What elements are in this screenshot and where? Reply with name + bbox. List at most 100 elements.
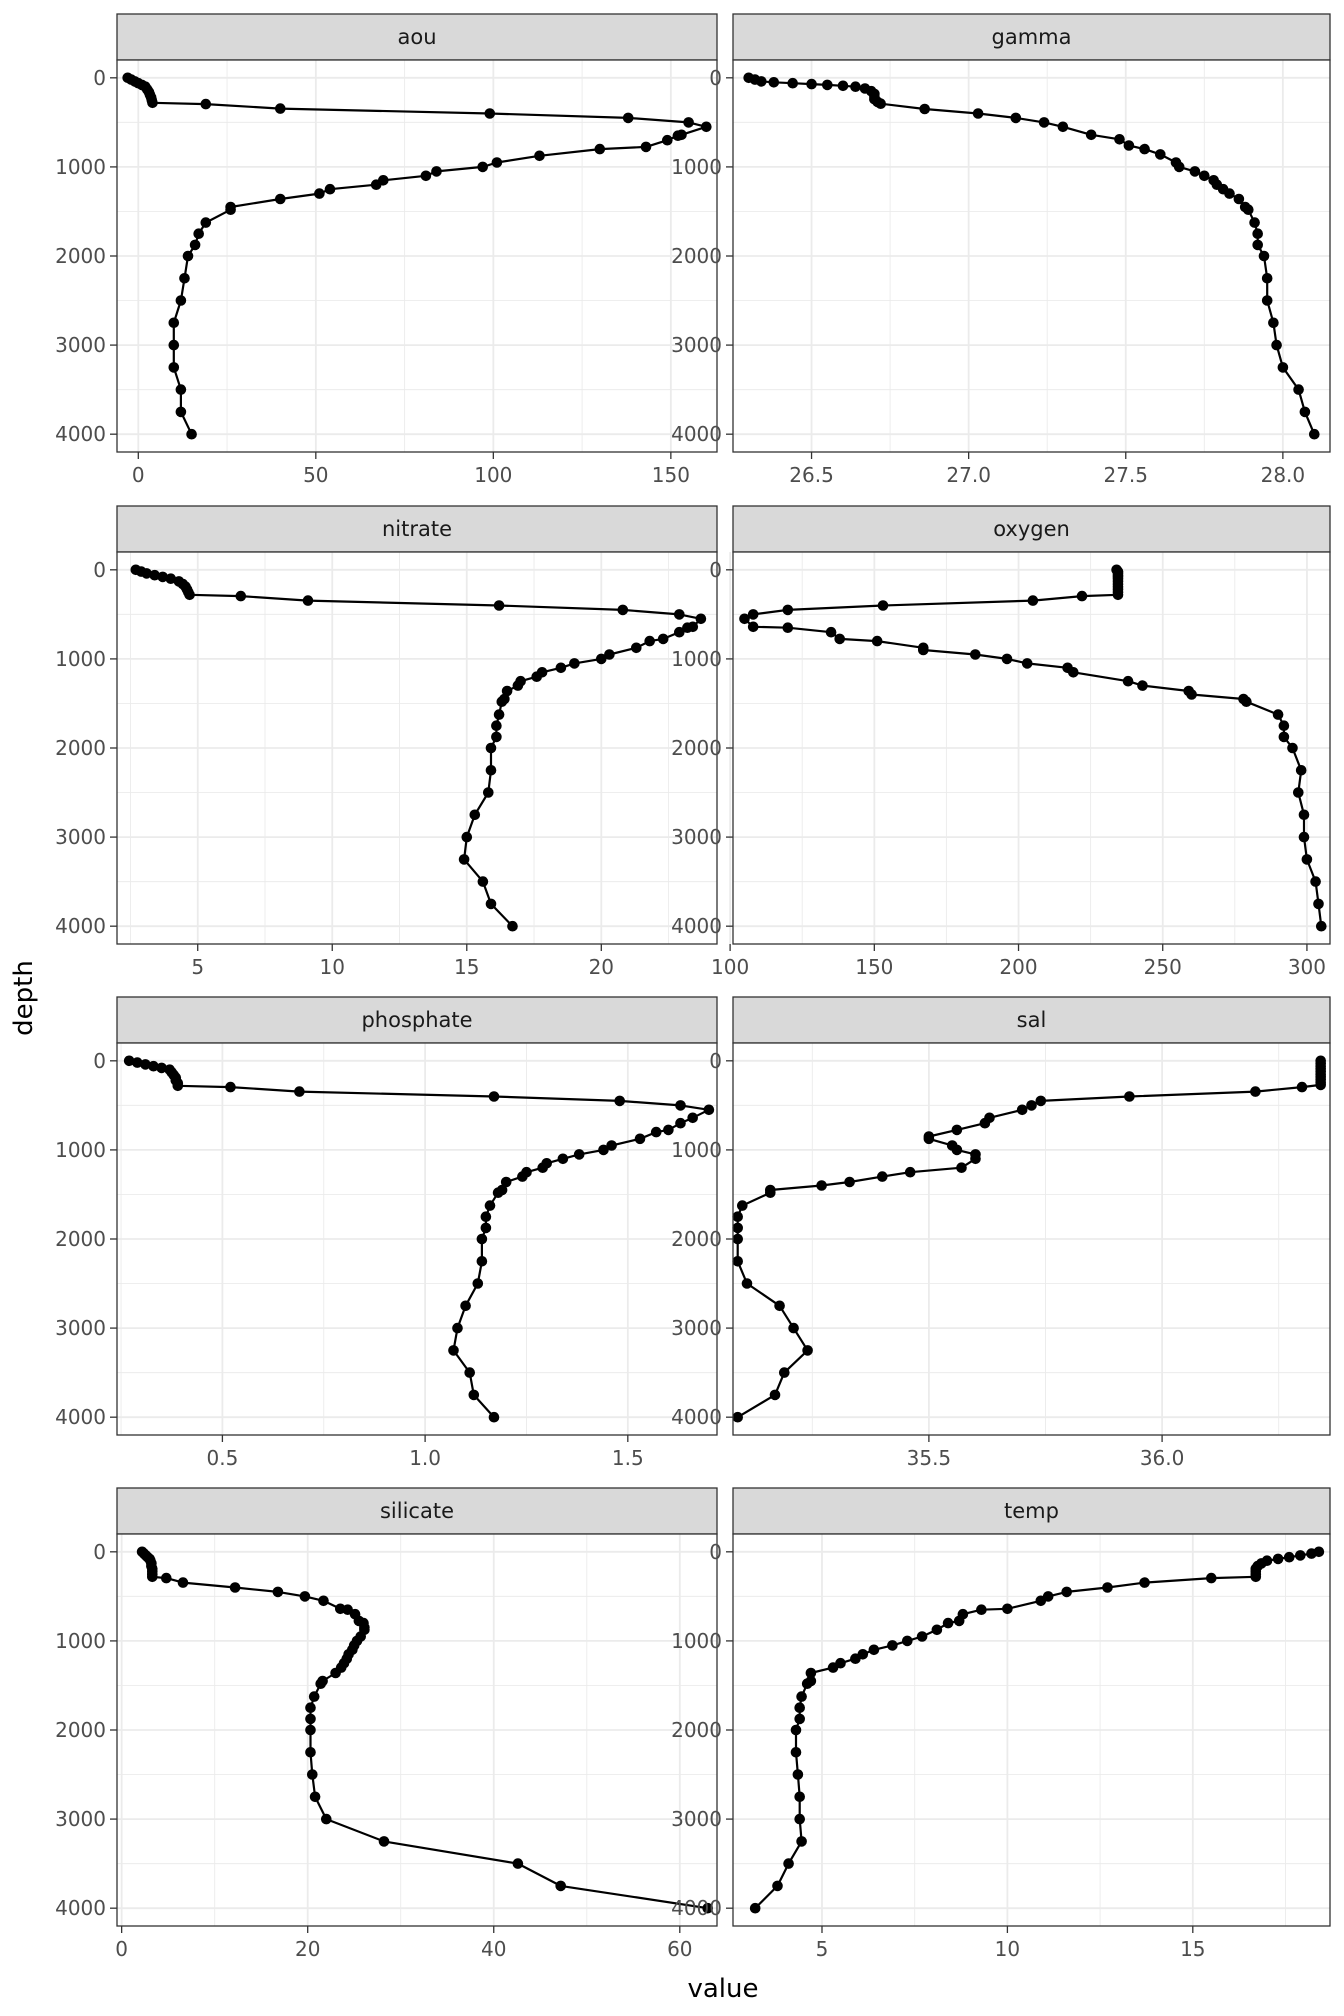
data-point [305, 1713, 316, 1725]
gridlines-sal [733, 1043, 1330, 1435]
y-tick-label: 3000 [55, 1807, 106, 1831]
data-point [796, 1691, 807, 1702]
y-tick-label: 2000 [671, 1227, 722, 1251]
data-point [844, 1176, 855, 1188]
data-point [534, 150, 545, 162]
data-point [783, 1858, 794, 1869]
data-point [161, 1572, 172, 1584]
data-point [877, 1171, 888, 1182]
x-tick-label: 150 [652, 463, 690, 487]
data-point [1085, 129, 1097, 141]
data-point [747, 621, 759, 633]
data-point [175, 406, 187, 418]
y-tick-label: 1000 [55, 155, 106, 179]
data-point [675, 1100, 686, 1111]
data-point [324, 183, 336, 195]
data-point [956, 1162, 967, 1173]
y-tick-label: 4000 [55, 422, 106, 446]
data-point [177, 1577, 189, 1588]
data-point [184, 589, 195, 601]
data-points-silicate [136, 1546, 713, 1914]
data-point [1026, 1100, 1037, 1111]
strip-nitrate [116, 505, 718, 553]
data-points-phosphate [123, 1055, 715, 1423]
x-tick-label: 5 [191, 955, 204, 979]
data-point [500, 1176, 512, 1188]
data-point [493, 709, 505, 720]
data-point [507, 920, 518, 932]
data-point [175, 295, 187, 306]
data-point [769, 1389, 781, 1401]
data-point [682, 622, 693, 633]
data-point [732, 1256, 743, 1267]
panel-aou: aou 0 50 100 150 0 1000 2000 3000 4000 [55, 13, 718, 487]
y-tick-label: 0 [93, 1049, 106, 1073]
data-point [794, 1791, 805, 1803]
data-point [557, 1153, 569, 1165]
data-point [179, 273, 190, 284]
data-point [1277, 362, 1289, 373]
data-point [790, 1724, 802, 1736]
data-point [148, 1060, 159, 1072]
y-tick-label: 0 [709, 66, 722, 90]
data-point [1241, 696, 1252, 707]
data-point [951, 1124, 963, 1136]
data-point [229, 1582, 241, 1593]
data-point [469, 809, 481, 821]
data-point [555, 662, 567, 674]
data-point [970, 1153, 981, 1165]
strip-gamma [732, 13, 1331, 61]
data-point [464, 1367, 476, 1378]
data-point [378, 1836, 390, 1847]
data-point [168, 317, 180, 329]
data-point [657, 633, 669, 645]
y-tick-label: 0 [709, 558, 722, 582]
data-point [825, 626, 837, 638]
y-tick-label: 4000 [55, 1896, 106, 1920]
data-point [701, 121, 712, 133]
data-point [483, 787, 494, 798]
y-tick-label: 0 [93, 1540, 106, 1564]
data-point [200, 98, 212, 110]
data-point [1287, 742, 1298, 754]
data-point [485, 898, 497, 910]
data-point [1295, 1550, 1306, 1561]
data-point [1189, 166, 1201, 177]
y-tick-label: 2000 [55, 1227, 106, 1251]
strip-label-temp: temp [1004, 1499, 1059, 1523]
data-point [806, 78, 817, 90]
data-point [512, 1858, 524, 1869]
data-point [480, 1222, 492, 1234]
data-point [787, 77, 798, 89]
data-point [1250, 1086, 1261, 1097]
data-point [314, 188, 325, 199]
data-point [796, 1836, 807, 1847]
data-point [307, 1769, 318, 1780]
data-point [431, 166, 442, 177]
data-point [157, 571, 168, 583]
data-point [1206, 1572, 1217, 1584]
data-point [299, 1591, 311, 1602]
data-point [919, 103, 930, 115]
data-point [732, 1233, 743, 1245]
strip-label-sal: sal [1017, 1008, 1047, 1032]
data-point [923, 1133, 935, 1145]
y-tick-label: 3000 [671, 1316, 722, 1340]
data-point [1306, 1548, 1317, 1559]
data-point [765, 1187, 776, 1198]
data-point [1252, 228, 1263, 239]
strip-phosphate [116, 996, 718, 1044]
data-point [517, 1171, 528, 1182]
gridlines-nitrate [117, 552, 717, 944]
data-point [1139, 1577, 1150, 1588]
x-tick-label: 10 [320, 955, 345, 979]
gridlines-oxygen [729, 552, 1330, 944]
data-point [458, 854, 470, 865]
data-point [496, 696, 508, 707]
data-point [979, 1117, 991, 1129]
data-point [951, 1144, 963, 1156]
x-axis-title: value [687, 1974, 758, 2004]
data-point [875, 98, 886, 109]
